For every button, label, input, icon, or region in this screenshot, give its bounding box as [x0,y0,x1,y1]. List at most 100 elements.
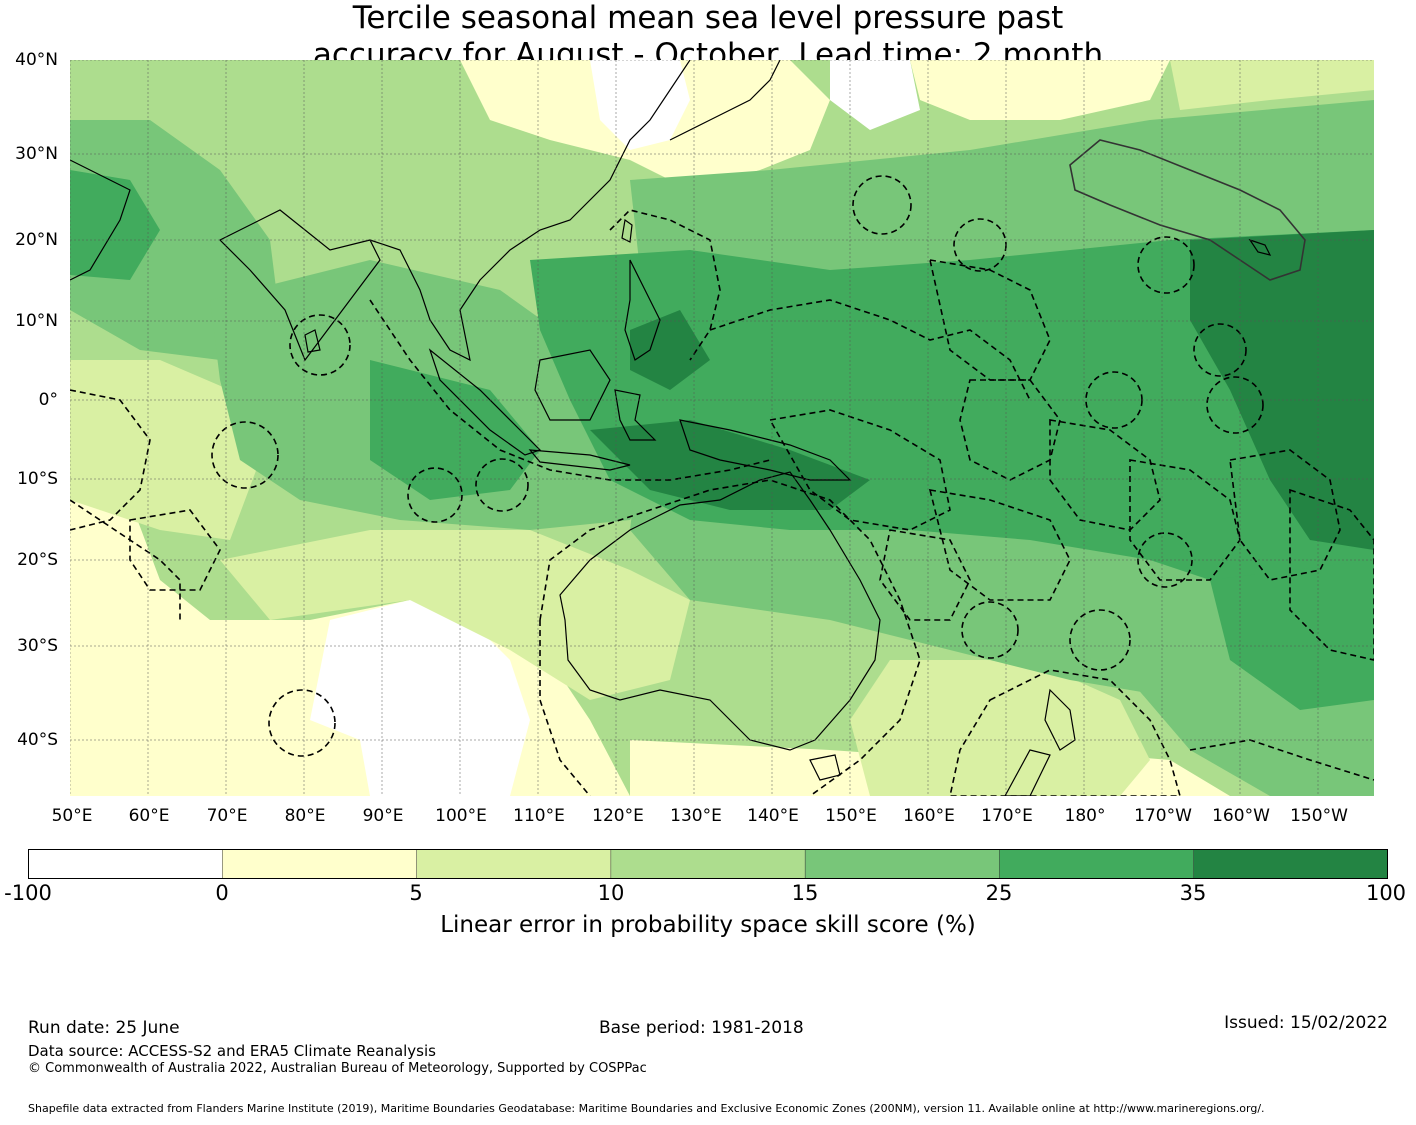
eez-maldives-south [289,314,351,376]
lat-label-30s: 30°S [17,636,58,656]
coastline-hawaii [1248,238,1272,256]
colorbar-swatch-15 [804,849,1001,879]
colorbar-swatch-25 [999,849,1195,879]
colorbar-tick-25: 25 [985,881,1013,905]
coastline-borneo [534,349,611,421]
lat-label-40s: 40°S [17,730,58,750]
lon-label-160e: 160°E [903,806,955,826]
lon-label-150w: 150°W [1290,806,1348,826]
colorbar-tick-5: 5 [409,881,423,905]
lon-label-120e: 120°E [592,806,644,826]
coastline-india [218,209,381,362]
lon-label-160w: 160°W [1212,806,1270,826]
skill-region-southwest-white [310,600,530,796]
eez-norfolk [961,601,1019,659]
colorbar-tick-10: 10 [597,881,625,905]
eez-kiribati-west [959,379,1061,481]
colorbar-tick-minus100: -100 [4,881,52,905]
coastline-japan [669,60,781,141]
skill-region-south-pale [220,530,690,700]
skill-region-arabian-high [70,170,160,280]
map-title-line-1: Tercile seasonal mean sea level pressure… [352,0,1064,36]
coastline-australia [559,471,881,751]
eez-south-africa-west [70,499,181,620]
eez-jarvis [1206,376,1264,434]
skill-region-west-pale [70,360,260,540]
eez-southern-ocean-pacific [1189,739,1374,781]
skill-score-map [70,60,1374,796]
colorbar-tick-100: 100 [1365,881,1407,905]
colorbar [28,849,1388,879]
colorbar-swatch-35 [1193,849,1388,879]
skill-region-maritime-high [530,230,1374,620]
lat-label-20s: 20°S [17,550,58,570]
lon-label-80e: 80°E [284,806,326,826]
eez-palmyra [1193,323,1247,377]
colorbar-swatch-10 [610,849,806,879]
skill-region-indonesia-very-high [590,420,870,510]
eez-marshall-islands [928,259,1051,381]
eez-vanuatu-fiji [928,489,1071,601]
lon-label-180: 180° [1064,806,1106,826]
eez-tuvalu-tokelau [1049,419,1161,531]
coastline-new-zealand-north [1044,688,1076,751]
run-date: Run date: 25 June [28,1018,180,1038]
colorbar-tick-15: 15 [791,881,819,905]
eez-marcus-island [852,175,912,235]
coastline-sri-lanka [304,329,321,353]
eez-cook-islands [1229,449,1341,581]
coastline-taiwan [621,218,633,243]
colorbar-swatch-5 [416,849,612,879]
lon-label-110e: 110°E [513,806,565,826]
base-period: Base period: 1981-2018 [599,1018,804,1038]
eez-cocos-island [475,458,529,512]
coastline-java [528,449,631,471]
issued-date: Issued: 15/02/2022 [1224,1013,1388,1033]
lat-label-10s: 10°S [17,469,58,489]
coastline-new-guinea [679,419,852,481]
shapefile-credit: Shapefile data extracted from Flanders M… [28,1102,1265,1115]
skill-region-north-white-2 [830,60,920,130]
eez-samoa-tonga [1129,459,1241,581]
colorbar-tick-0: 0 [215,881,229,905]
colorbar-frame [28,849,1388,879]
lat-label-10n: 10°N [15,311,58,331]
lat-label-30n: 30°N [15,144,58,164]
lon-label-130e: 130°E [670,806,722,826]
eez-heard-island [268,689,336,757]
eez-johnston-atoll [1137,236,1195,294]
lon-label-170e: 170°E [981,806,1033,826]
lat-label-40n: 40°N [15,50,58,70]
colorbar-swatch--100 [28,849,224,879]
skill-region-south-pacific-high [1210,560,1374,710]
eez-kermadec [1069,609,1131,671]
coastline-new-zealand-south [1004,749,1051,796]
lon-label-150e: 150°E [825,806,877,826]
coastline-sulawesi [614,389,657,441]
eez-madagascar [70,389,151,531]
lon-label-60e: 60°E [128,806,170,826]
eez-new-caledonia [879,529,971,621]
map-canvas [70,60,1374,796]
lon-label-50e: 50°E [51,806,93,826]
data-source: Data source: ACCESS-S2 and ERA5 Climate … [28,1042,436,1060]
copyright: © Commonwealth of Australia 2022, Austra… [28,1061,647,1076]
colorbar-swatch-0 [222,849,418,879]
eez-chagos [211,421,279,489]
lon-label-140e: 140°E [747,806,799,826]
eez-indonesia [369,299,771,481]
skill-region-tasman-pale [850,660,1150,796]
graticule [70,60,1374,796]
colorbar-tick-35: 35 [1179,881,1207,905]
skill-region-central-pacific-very-high [1190,230,1374,550]
lat-label-equator: 0° [38,390,58,410]
coastlines [70,60,1272,796]
skill-region-north-white [590,60,690,150]
hawaii-boundary [1069,139,1306,281]
lon-label-100e: 100°E [435,806,487,826]
lon-label-70e: 70°E [206,806,248,826]
eez-australia [539,479,921,796]
eez-christmas-island [407,467,463,523]
coastline-philippines [624,259,661,361]
colorbar-label: Linear error in probability space skill … [440,912,976,938]
